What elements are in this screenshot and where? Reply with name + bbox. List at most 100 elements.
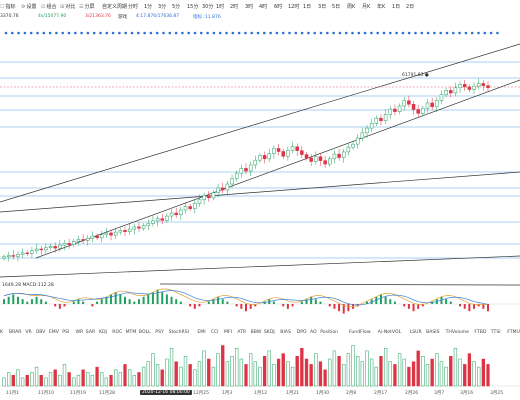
toolbar-item-1[interactable]: ⚙设置 [21,3,37,10]
indicator-tab-fundflow[interactable]: FundFlow [349,330,371,335]
indicator-tab-cci[interactable]: CCI [210,330,219,335]
candle-body [44,247,48,251]
signal-dot [269,31,272,35]
toolbar-item-7[interactable]: 1分 [144,3,152,10]
toolbar-item-15[interactable]: 4时 [259,3,267,10]
macd-bar [72,301,75,304]
indicator-tab-ao[interactable]: AO [310,330,317,335]
indicator-tab-ftbd[interactable]: FTBD [474,330,487,335]
candle-body [472,85,476,90]
x-axis-tick: 2月17 [374,391,388,396]
candle-body [314,156,318,162]
signal-dot [426,31,430,35]
toolbar-item-22[interactable]: 月K [362,3,370,10]
volume-bar [118,372,122,387]
indicator-tab-ftmu[interactable]: FTMU [507,330,520,335]
volume-bar [360,361,364,387]
toolbar-item-4[interactable]: ☰分屏 [79,3,95,10]
volume-bar [137,372,141,387]
macd-label: 1649.28 MACD:112.28 [2,283,54,288]
toolbar-item-5[interactable]: 自定义周期 [102,3,127,10]
indicator-tab-emv[interactable]: EMV [48,330,59,335]
volume-bar [453,347,458,387]
toolbar-item-19[interactable]: 3日 [318,3,326,10]
signal-dot [496,31,499,35]
toolbar-icon: ⊞ [60,4,65,10]
indicator-tab-psi[interactable]: PSI [62,330,70,335]
indicator-tab-skdj[interactable]: SKDJ [263,330,275,335]
macd-bar [319,301,322,304]
indicator-tab-wr[interactable]: WR [75,330,84,335]
indicator-tab-emi[interactable]: EMI [197,330,206,335]
toolbar-item-23[interactable]: 年K [377,3,385,10]
indicator-tab-k[interactable]: K [0,330,4,335]
volume-bar [128,369,132,387]
macd-bar [124,296,126,304]
toolbar-item-24[interactable]: 1日 [392,3,400,10]
signal-dot [99,31,102,35]
signal-dot [143,31,146,35]
toolbar-item-14[interactable]: 3时 [245,3,253,10]
indicator-tab-ai-netvol[interactable]: Ai-NetVOL [377,330,402,335]
volume-bar [383,347,388,387]
toolbar-item-17[interactable]: 12时 [288,3,299,10]
indicator-tab-obv[interactable]: OBV [35,330,46,335]
toolbar-item-10[interactable]: 15分 [187,3,198,10]
signal-dot [181,31,184,35]
indicator-tab-dpo[interactable]: DPO [296,330,307,335]
indicator-tab-roc[interactable]: ROC [112,330,123,335]
toolbar-item-8[interactable]: 3分 [158,3,166,10]
macd-bar [449,301,452,304]
toolbar-label: 12时 [288,4,300,10]
macd-bar [473,304,476,309]
indicator-tab-bias[interactable]: BIAS [280,330,291,335]
toolbar-item-21[interactable]: 周K [347,3,355,10]
toolbar-item-11[interactable]: 30分 [202,3,213,10]
toolbar-item-12[interactable]: 1时 [216,3,224,10]
indicator-tab-thvolume[interactable]: THVolume [445,330,469,335]
toolbar-item-3[interactable]: ⊞对比 [60,3,75,10]
indicator-tab-basis[interactable]: BASIS [426,330,440,335]
indicator-tab-lsur[interactable]: LSUR [409,330,422,335]
macd-bar [445,299,448,304]
indicator-tab-stochrsi[interactable]: StochRSI [168,330,190,335]
macd-bar [282,304,285,307]
toolbar-item-16[interactable]: 6时 [274,3,282,10]
toolbar-item-18[interactable]: 1日 [303,3,311,10]
indicator-tab-sar[interactable]: SAR [85,330,96,335]
toolbar-item-0[interactable]: ☐指标 [0,3,16,10]
indicator-tab-vr[interactable]: VR [25,330,32,335]
indicator-tab-boll[interactable]: BOLL [138,330,151,335]
macd-bar [133,301,136,304]
toolbar: ☐指标 ⚙设置 ☑组合 ⊞对比 ☰分屏 自定义周期 分时 1分 3分 5分 15分 30分 1时 2时 3时… [0,0,520,12]
volume-bar [202,350,206,387]
candle-body [416,109,420,114]
indicator-tab-bbw[interactable]: BBW [250,330,262,335]
signal-dot [61,31,64,35]
candle-body [304,154,309,159]
toolbar-item-20[interactable]: 5日 [332,3,340,10]
indicator-tab-psy[interactable]: PSY [155,330,164,335]
signal-dot [256,31,260,35]
indicator-tab-atr[interactable]: ATR [237,330,247,335]
indicator-tab-position[interactable]: Position [320,330,339,335]
candle-body [239,168,244,174]
toolbar-item-9[interactable]: 5分 [172,3,180,10]
candle-body [341,151,346,158]
macd-bar [338,304,341,312]
toolbar-item-13[interactable]: 2时 [230,3,238,10]
candle-body [179,209,183,216]
indicator-tab-kdj[interactable]: KDJ [99,330,107,335]
indicator-tab-brar[interactable]: BRAR [9,330,22,335]
toolbar-item-2[interactable]: ☑组合 [41,3,57,10]
signal-dot [174,31,178,35]
toolbar-item-6[interactable]: 分时 [128,3,138,10]
indicator-tab-mfi[interactable]: MFI [224,330,232,335]
signal-dot [389,31,392,35]
toolbar-icon: ⚙ [21,4,26,10]
indicator-tab-mtm[interactable]: MTM [125,330,137,335]
volume-bar [477,366,481,387]
toolbar-item-25[interactable]: 2日 [406,3,414,10]
indicator-tab-ttsi[interactable]: TTSI [490,330,501,335]
